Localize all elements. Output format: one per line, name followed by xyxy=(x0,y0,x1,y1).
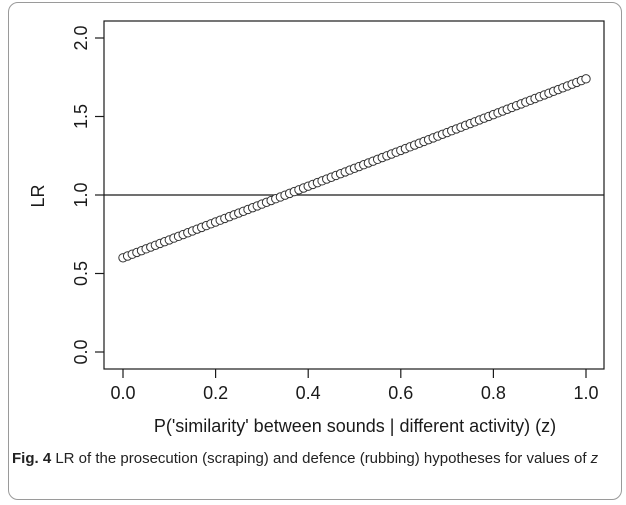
y-axis: 0.0 0.5 1.0 1.5 2.0 xyxy=(71,25,104,365)
caption-variable: z xyxy=(590,450,599,467)
data-point xyxy=(581,74,591,84)
x-tick-label: 0.8 xyxy=(481,383,506,403)
figure-caption: Fig. 4 LR of the prosecution (scraping) … xyxy=(12,447,612,470)
caption-text: LR of the prosecution (scraping) and def… xyxy=(55,450,587,467)
x-tick-label: 0.6 xyxy=(388,383,413,403)
x-axis-title: P('similarity' between sounds | differen… xyxy=(154,416,556,436)
y-tick-label: 0.5 xyxy=(71,261,91,286)
y-axis-title: LR xyxy=(28,184,48,207)
x-axis: 0.0 0.2 0.4 0.6 0.8 1.0 xyxy=(110,369,599,403)
x-tick-label: 1.0 xyxy=(573,383,598,403)
caption-label: Fig. 4 xyxy=(12,450,52,467)
figure-frame xyxy=(8,2,622,500)
data-points xyxy=(118,74,591,263)
x-tick-label: 0.4 xyxy=(296,383,321,403)
y-tick-label: 1.0 xyxy=(71,182,91,207)
x-tick-label: 0.0 xyxy=(110,383,135,403)
y-tick-label: 0.0 xyxy=(71,339,91,364)
y-tick-label: 1.5 xyxy=(71,104,91,129)
x-tick-label: 0.2 xyxy=(203,383,228,403)
lr-chart: 0.0 0.5 1.0 1.5 2.0 0.0 0.2 0.4 0.6 0.8 1.0 P('si… xyxy=(28,20,605,436)
y-tick-label: 2.0 xyxy=(71,25,91,50)
